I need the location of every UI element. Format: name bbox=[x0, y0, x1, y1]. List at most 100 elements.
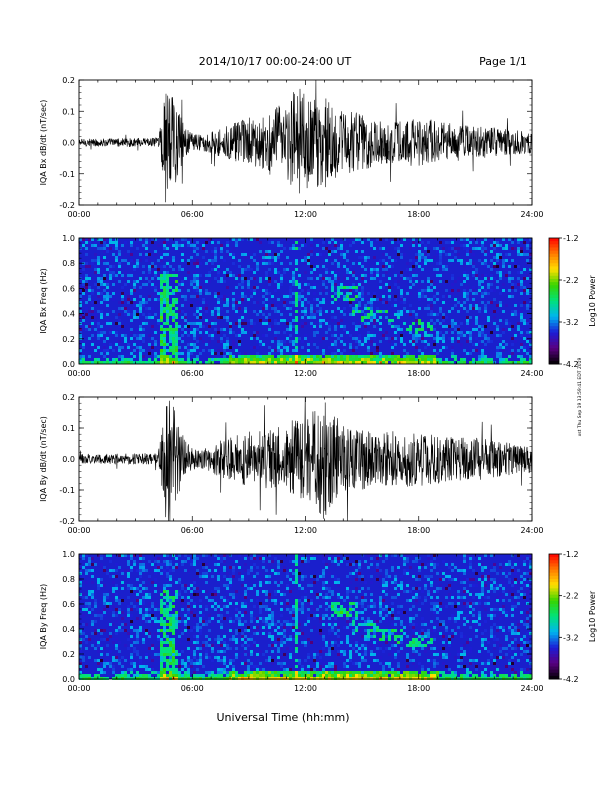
spectrogram-cell bbox=[172, 662, 175, 665]
spectrogram-cell bbox=[214, 554, 217, 557]
spectrogram-cell bbox=[82, 632, 85, 635]
spectrogram-cell bbox=[139, 569, 142, 572]
spectrogram-cell bbox=[154, 584, 157, 587]
spectrogram-cell bbox=[181, 352, 184, 355]
spectrogram-cell bbox=[217, 650, 220, 653]
spectrogram-cell bbox=[91, 289, 94, 292]
spectrogram-cell bbox=[220, 665, 223, 668]
spectrogram-cell bbox=[124, 644, 127, 647]
spectrogram-cell bbox=[463, 289, 466, 292]
spectrogram-cell bbox=[118, 659, 121, 662]
spectrogram-cell bbox=[502, 349, 505, 352]
spectrogram-cell bbox=[364, 650, 367, 653]
spectrogram-cell bbox=[115, 316, 118, 319]
spectrogram-cell bbox=[340, 334, 343, 337]
spectrogram-cell bbox=[157, 647, 160, 650]
spectrogram-cell bbox=[394, 247, 397, 250]
spectrogram-cell bbox=[292, 632, 295, 635]
spectrogram-cell bbox=[175, 659, 178, 662]
spectrogram-cell bbox=[205, 644, 208, 647]
spectrogram-cell bbox=[355, 644, 358, 647]
spectrogram-cell bbox=[274, 599, 277, 602]
spectrogram-cell bbox=[145, 668, 148, 671]
spectrogram-cell bbox=[154, 238, 157, 241]
spectrogram-cell bbox=[502, 283, 505, 286]
spectrogram-cell bbox=[364, 274, 367, 277]
colorbar-swatch bbox=[549, 256, 559, 261]
spectrogram-cell bbox=[454, 250, 457, 253]
spectrogram-cell bbox=[403, 361, 406, 364]
spectrogram-cell bbox=[376, 349, 379, 352]
spectrogram-cell bbox=[307, 256, 310, 259]
spectrogram-cell bbox=[211, 319, 214, 322]
spectrogram-cell bbox=[271, 241, 274, 244]
spectrogram-cell bbox=[136, 635, 139, 638]
spectrogram-cell bbox=[295, 316, 298, 319]
spectrogram-cell bbox=[286, 575, 289, 578]
y-tick-label: 0.2 bbox=[62, 76, 75, 85]
spectrogram-cell bbox=[343, 665, 346, 668]
spectrogram-cell bbox=[100, 349, 103, 352]
spectrogram-cell bbox=[385, 581, 388, 584]
spectrogram-cell bbox=[361, 343, 364, 346]
spectrogram-cell bbox=[304, 271, 307, 274]
spectrogram-cell bbox=[235, 358, 238, 361]
spectrogram-cell bbox=[340, 611, 343, 614]
spectrogram-cell bbox=[103, 331, 106, 334]
spectrogram-cell bbox=[319, 358, 322, 361]
spectrogram-cell bbox=[337, 584, 340, 587]
spectrogram-cell bbox=[241, 611, 244, 614]
y-axis-label: IQA Bx Freq (Hz) bbox=[39, 268, 48, 334]
spectrogram-cell bbox=[85, 241, 88, 244]
spectrogram-cell bbox=[175, 674, 178, 677]
spectrogram-cell bbox=[301, 671, 304, 674]
spectrogram-cell bbox=[307, 557, 310, 560]
spectrogram-cell bbox=[451, 292, 454, 295]
spectrogram-cell bbox=[475, 304, 478, 307]
spectrogram-cell bbox=[322, 647, 325, 650]
spectrogram-cell bbox=[337, 289, 340, 292]
spectrogram-cell bbox=[253, 310, 256, 313]
spectrogram-cell bbox=[331, 280, 334, 283]
spectrogram-cell bbox=[223, 671, 226, 674]
spectrogram-cell bbox=[148, 358, 151, 361]
spectrogram-cell bbox=[148, 602, 151, 605]
spectrogram-cell bbox=[163, 331, 166, 334]
spectrogram-cell bbox=[112, 575, 115, 578]
spectrogram-cell bbox=[211, 361, 214, 364]
spectrogram-cell bbox=[262, 361, 265, 364]
spectrogram-cell bbox=[100, 280, 103, 283]
spectrogram-cell bbox=[277, 331, 280, 334]
spectrogram-cell bbox=[112, 274, 115, 277]
spectrogram-cell bbox=[196, 346, 199, 349]
spectrogram-cell bbox=[385, 569, 388, 572]
spectrogram-cell bbox=[280, 253, 283, 256]
spectrogram-cell bbox=[190, 331, 193, 334]
spectrogram-cell bbox=[91, 608, 94, 611]
spectrogram-cell bbox=[277, 286, 280, 289]
spectrogram-cell bbox=[160, 605, 163, 608]
spectrogram-cell bbox=[115, 331, 118, 334]
spectrogram-cell bbox=[211, 268, 214, 271]
spectrogram-cell bbox=[268, 560, 271, 563]
spectrogram-cell bbox=[163, 307, 166, 310]
spectrogram-cell bbox=[355, 328, 358, 331]
spectrogram-cell bbox=[208, 629, 211, 632]
spectrogram-cell bbox=[193, 247, 196, 250]
spectrogram-cell bbox=[103, 250, 106, 253]
spectrogram-cell bbox=[259, 340, 262, 343]
spectrogram-cell bbox=[403, 358, 406, 361]
spectrogram-cell bbox=[205, 605, 208, 608]
spectrogram-cell bbox=[280, 644, 283, 647]
spectrogram-cell bbox=[196, 262, 199, 265]
spectrogram-cell bbox=[346, 593, 349, 596]
spectrogram-cell bbox=[145, 614, 148, 617]
spectrogram-cell bbox=[247, 361, 250, 364]
spectrogram-cell bbox=[349, 563, 352, 566]
spectrogram-cell bbox=[442, 295, 445, 298]
spectrogram-cell bbox=[499, 352, 502, 355]
spectrogram-cell bbox=[493, 280, 496, 283]
spectrogram-cell bbox=[154, 295, 157, 298]
spectrogram-cell bbox=[187, 674, 190, 677]
spectrogram-cell bbox=[196, 316, 199, 319]
